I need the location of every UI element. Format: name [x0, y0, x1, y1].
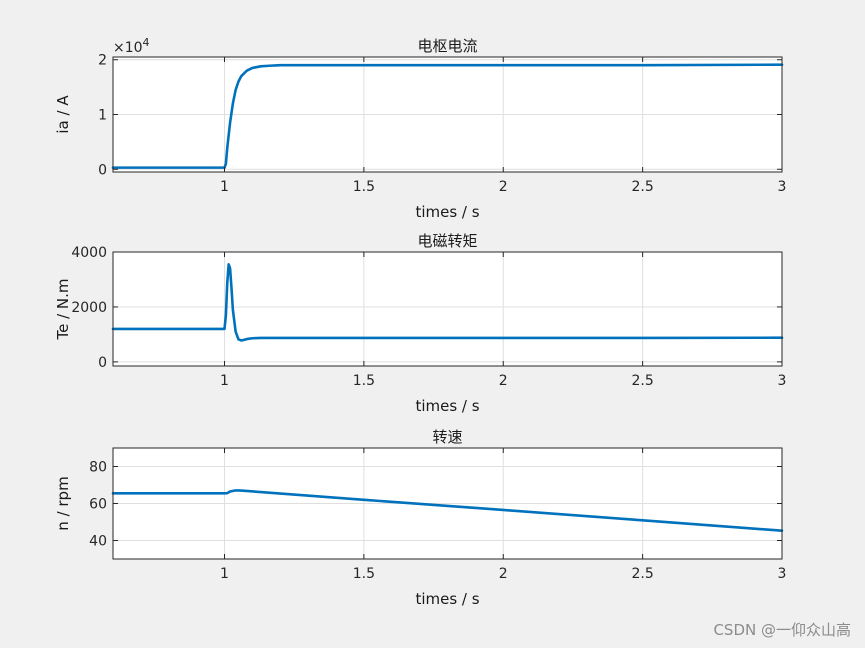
axes-box: [112, 251, 783, 367]
y-tick-label: 1: [98, 108, 107, 124]
plot-area: [113, 252, 782, 366]
x-axis-label: times / s: [415, 590, 479, 608]
csdn-watermark: CSDN @一仰众山高: [713, 621, 851, 639]
x-tick-label: 2.5: [631, 179, 653, 195]
subplot-title: 电枢电流: [417, 37, 477, 55]
y-tick-label: 40: [89, 534, 107, 550]
x-tick-label: 2.5: [631, 373, 653, 389]
x-tick-label: 1.5: [353, 373, 375, 389]
y-tick-label: 60: [89, 497, 107, 513]
y-exponent-power: 4: [143, 36, 150, 49]
x-tick-label: 1: [220, 179, 229, 195]
y-exponent-label: ×104: [113, 36, 150, 56]
subplot-2: 1 1.5 2 2.5 3 0 2000 4000 电磁转矩 times / s Te / N.m: [54, 232, 786, 415]
y-axis-label: n / rpm: [54, 476, 72, 530]
series-line-1: [111, 489, 784, 533]
x-tick-label: 1.5: [353, 566, 375, 582]
x-tick-label: 1.5: [353, 179, 375, 195]
x-axis-label: times / s: [415, 203, 479, 221]
x-tick-label: 3: [778, 566, 787, 582]
x-tick-label: 3: [778, 373, 787, 389]
subplot-title: 电磁转矩: [417, 232, 477, 250]
y-tick-label: 4000: [71, 245, 107, 261]
subplot-1: 1 1.5 2 2.5 3 0 1 2 ×104 电枢电流 times / s ia / A: [54, 36, 786, 221]
y-tick-label: 80: [89, 460, 107, 476]
y-axis-label: Te / N.m: [54, 278, 72, 340]
y-tick-label: 0: [98, 162, 107, 178]
y-axis-label: ia / A: [54, 95, 72, 134]
x-tick-label: 2: [499, 373, 508, 389]
x-tick-label: 1: [220, 373, 229, 389]
x-tick-label: 2: [499, 566, 508, 582]
subplot-3: 1 1.5 2 2.5 3 40 60 80 转速 times / s n / rpm: [54, 428, 786, 608]
x-tick-label: 1: [220, 566, 229, 582]
x-axis-label: times / s: [415, 397, 479, 415]
series-line-1: [111, 263, 784, 342]
subplot-title: 转速: [432, 428, 462, 446]
y-tick-label: 2000: [71, 300, 107, 316]
y-tick-label: 2: [98, 53, 107, 69]
x-tick-label: 3: [778, 179, 787, 195]
x-tick-label: 2: [499, 179, 508, 195]
series-line-1: [111, 63, 784, 169]
y-tick-label: 0: [98, 355, 107, 371]
x-tick-label: 2.5: [631, 566, 653, 582]
